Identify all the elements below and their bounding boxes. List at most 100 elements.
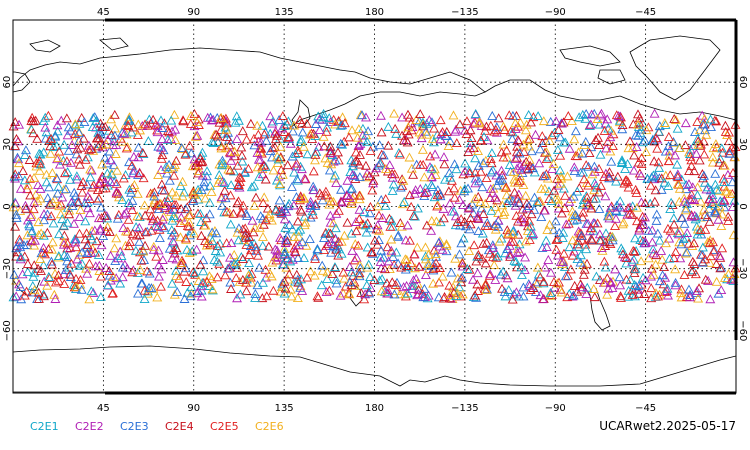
observation-marker — [162, 134, 173, 144]
observation-marker — [623, 203, 634, 213]
observation-marker — [684, 166, 695, 175]
observation-marker — [645, 180, 656, 190]
observation-marker — [491, 219, 501, 229]
observation-marker — [58, 220, 69, 230]
observation-marker — [316, 280, 327, 290]
observation-marker — [307, 206, 318, 216]
observation-marker — [108, 136, 119, 146]
observation-marker — [376, 286, 387, 296]
observation-marker — [501, 145, 512, 155]
observation-marker — [460, 166, 471, 176]
observation-marker — [135, 264, 146, 274]
observation-marker — [15, 281, 26, 291]
observation-marker — [50, 294, 61, 303]
observation-marker — [672, 172, 683, 182]
observation-marker — [538, 116, 549, 126]
observation-marker — [243, 163, 254, 173]
observation-marker — [66, 157, 76, 167]
observation-marker — [144, 268, 155, 278]
observation-marker — [169, 248, 180, 258]
observation-marker — [660, 170, 671, 180]
observation-marker — [231, 259, 242, 269]
observation-marker — [27, 112, 38, 122]
observation-marker — [50, 268, 61, 278]
observation-marker — [285, 138, 296, 148]
observation-marker — [605, 277, 616, 287]
observation-marker — [438, 293, 449, 303]
observation-marker — [137, 147, 148, 157]
observation-marker — [319, 141, 330, 151]
observation-marker — [490, 224, 501, 234]
observation-marker — [593, 187, 604, 197]
observation-marker — [586, 203, 597, 213]
observation-marker — [84, 208, 95, 218]
observation-marker — [518, 291, 529, 301]
observation-marker — [646, 283, 657, 293]
observation-marker — [42, 227, 53, 237]
observation-marker — [288, 200, 299, 210]
observation-marker — [505, 249, 515, 259]
observation-marker — [507, 133, 518, 143]
observation-marker — [430, 149, 441, 159]
observation-marker — [264, 268, 275, 278]
observation-marker — [395, 289, 406, 299]
observation-marker — [225, 219, 236, 229]
observation-marker — [163, 164, 173, 173]
observation-marker — [271, 204, 282, 214]
observation-marker — [617, 157, 628, 166]
observation-marker — [603, 283, 614, 293]
observation-marker — [659, 177, 670, 187]
observation-marker — [498, 209, 509, 219]
observation-marker — [369, 274, 380, 284]
observation-marker — [420, 254, 431, 264]
observation-marker — [364, 288, 375, 298]
observation-marker — [325, 146, 336, 156]
observation-marker — [300, 174, 311, 184]
observation-marker — [429, 192, 440, 202]
observation-marker — [237, 150, 247, 160]
observation-marker — [299, 253, 309, 262]
observation-marker — [84, 294, 95, 304]
observation-marker — [562, 292, 573, 302]
observation-marker — [660, 146, 671, 156]
observation-marker — [282, 231, 293, 241]
observation-marker — [36, 228, 47, 238]
observation-marker — [206, 115, 217, 125]
observation-marker — [680, 248, 691, 258]
observation-marker — [454, 194, 465, 204]
observation-marker — [516, 269, 527, 279]
observation-marker — [347, 161, 358, 171]
observation-marker — [711, 276, 722, 286]
observation-marker — [374, 225, 385, 235]
observation-marker — [156, 179, 167, 189]
observation-marker — [485, 120, 496, 130]
observation-marker — [304, 129, 315, 139]
observation-marker — [556, 208, 567, 218]
observation-marker — [294, 240, 305, 250]
observation-marker — [687, 182, 698, 192]
observation-marker — [395, 182, 406, 192]
observation-marker — [575, 257, 586, 267]
observation-marker — [395, 218, 406, 228]
observation-marker — [674, 196, 685, 206]
observation-marker — [385, 221, 396, 231]
observation-marker — [594, 163, 604, 173]
observation-marker — [96, 271, 106, 281]
observation-marker — [636, 170, 647, 180]
observation-marker — [319, 233, 329, 243]
observation-marker — [400, 235, 411, 245]
observation-marker — [95, 291, 106, 301]
observation-marker — [704, 203, 715, 213]
observation-marker — [439, 159, 450, 169]
observation-marker — [540, 262, 550, 272]
observation-marker — [613, 110, 624, 120]
observation-marker — [346, 228, 357, 238]
observation-marker — [20, 200, 31, 210]
observation-marker — [689, 210, 700, 220]
observation-marker — [284, 219, 295, 229]
legend-item: C2E4 — [165, 420, 194, 433]
observation-marker — [182, 202, 193, 212]
observation-marker — [190, 131, 201, 141]
observation-marker — [693, 293, 704, 303]
